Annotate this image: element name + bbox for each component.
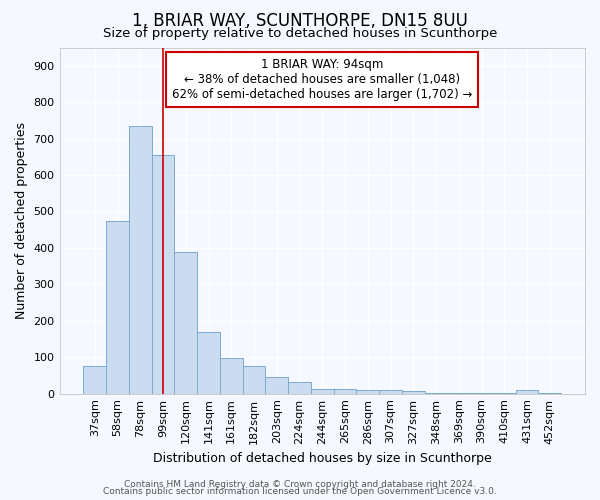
Bar <box>334 389 356 394</box>
Text: Size of property relative to detached houses in Scunthorpe: Size of property relative to detached ho… <box>103 28 497 40</box>
Text: 1, BRIAR WAY, SCUNTHORPE, DN15 8UU: 1, BRIAR WAY, SCUNTHORPE, DN15 8UU <box>132 12 468 30</box>
Bar <box>83 366 106 394</box>
Bar <box>379 390 402 394</box>
Text: 1 BRIAR WAY: 94sqm
← 38% of detached houses are smaller (1,048)
62% of semi-deta: 1 BRIAR WAY: 94sqm ← 38% of detached hou… <box>172 58 472 101</box>
Bar <box>356 390 379 394</box>
Bar <box>106 220 129 394</box>
Bar <box>175 252 197 394</box>
Bar <box>402 391 425 394</box>
Text: Contains public sector information licensed under the Open Government Licence v3: Contains public sector information licen… <box>103 487 497 496</box>
Bar <box>242 366 265 394</box>
Y-axis label: Number of detached properties: Number of detached properties <box>15 122 28 319</box>
Bar <box>288 382 311 394</box>
Bar <box>152 155 175 394</box>
Bar <box>515 390 538 394</box>
Bar <box>129 126 152 394</box>
Bar <box>220 358 242 394</box>
Text: Contains HM Land Registry data © Crown copyright and database right 2024.: Contains HM Land Registry data © Crown c… <box>124 480 476 489</box>
Bar <box>265 377 288 394</box>
Bar <box>197 332 220 394</box>
X-axis label: Distribution of detached houses by size in Scunthorpe: Distribution of detached houses by size … <box>153 452 491 465</box>
Bar <box>311 389 334 394</box>
